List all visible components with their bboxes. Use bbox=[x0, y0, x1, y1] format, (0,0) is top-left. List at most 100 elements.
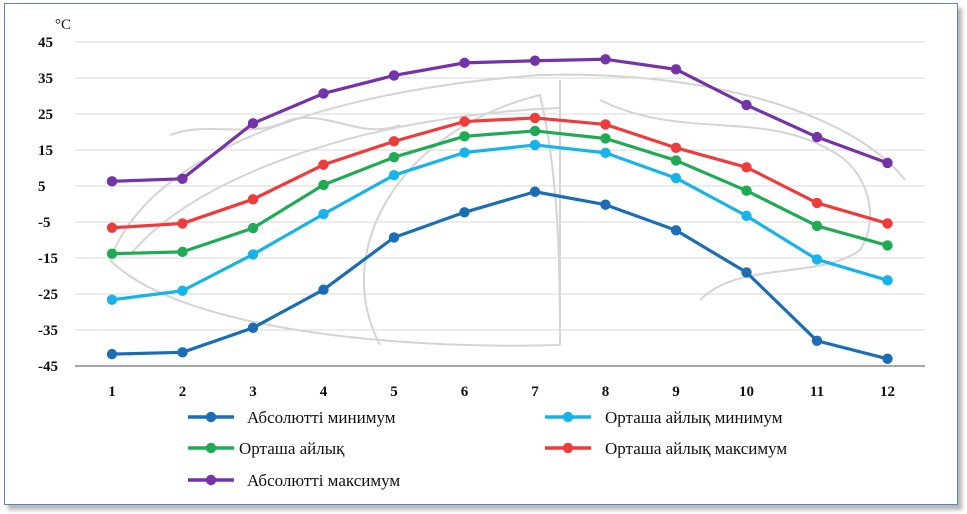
legend-swatch-marker bbox=[205, 442, 217, 454]
x-tick-label: 2 bbox=[179, 384, 187, 400]
gridlines bbox=[75, 41, 925, 367]
legend-label: Орташа айлық максимум bbox=[605, 439, 787, 458]
data-point bbox=[529, 55, 541, 66]
data-point bbox=[318, 208, 329, 220]
data-point bbox=[459, 147, 470, 158]
data-point bbox=[529, 125, 541, 137]
data-point bbox=[741, 210, 752, 222]
y-tick-label: 5 bbox=[38, 179, 46, 195]
data-point bbox=[388, 152, 400, 163]
x-tick-label: 5 bbox=[390, 384, 398, 400]
data-point bbox=[388, 70, 400, 81]
data-point bbox=[882, 275, 893, 286]
legend-label: Абсолютті минимум bbox=[247, 408, 396, 427]
legend-swatch-marker bbox=[562, 442, 574, 454]
data-point bbox=[106, 176, 118, 187]
legend-swatch-marker bbox=[205, 474, 217, 486]
y-tick-label: -25 bbox=[38, 287, 58, 303]
data-point bbox=[741, 99, 752, 111]
data-point bbox=[459, 116, 470, 127]
legend-swatch-marker bbox=[205, 411, 217, 423]
data-point bbox=[106, 248, 118, 259]
series-line bbox=[111, 129, 888, 256]
data-point bbox=[600, 54, 611, 65]
x-tick-label: 9 bbox=[672, 384, 680, 400]
data-point bbox=[811, 254, 823, 265]
series-4 bbox=[106, 112, 893, 233]
legend-label: Орташа айлық минимум bbox=[605, 408, 783, 427]
data-point bbox=[247, 194, 259, 205]
data-point bbox=[811, 220, 823, 232]
legend-item: Абсолютті максимум bbox=[188, 471, 400, 490]
series-line bbox=[111, 57, 889, 183]
data-point bbox=[318, 159, 329, 170]
x-tick-label: 10 bbox=[739, 384, 754, 400]
data-point bbox=[177, 218, 188, 229]
series-1 bbox=[106, 186, 893, 364]
legend-item: Орташа айлық bbox=[188, 439, 345, 458]
data-point bbox=[247, 249, 259, 260]
data-point bbox=[670, 142, 682, 154]
data-point bbox=[247, 118, 259, 129]
data-point bbox=[318, 88, 329, 99]
data-point bbox=[247, 222, 259, 234]
legend-label: Орташа айлық bbox=[239, 439, 345, 458]
x-tick-label: 6 bbox=[461, 384, 469, 400]
data-point bbox=[600, 119, 611, 130]
x-tick-label: 8 bbox=[602, 384, 610, 400]
chart-frame bbox=[4, 3, 958, 505]
data-point bbox=[600, 199, 611, 210]
data-point bbox=[388, 232, 400, 243]
data-point bbox=[247, 322, 259, 334]
series-3 bbox=[106, 125, 893, 259]
y-tick-label: 25 bbox=[38, 107, 53, 123]
data-point bbox=[670, 225, 682, 236]
y-axis-unit: °C bbox=[55, 17, 71, 33]
x-tick-label: 3 bbox=[249, 384, 257, 400]
y-tick-labels: 45 35 25 15 5 -5 -15 -25 -35 -45 bbox=[38, 35, 58, 375]
y-tick-label: -45 bbox=[38, 359, 58, 375]
data-point bbox=[670, 64, 682, 75]
data-point bbox=[177, 285, 188, 296]
data-point bbox=[177, 173, 188, 184]
series-line bbox=[111, 190, 888, 361]
data-point bbox=[811, 335, 823, 346]
x-tick-label: 11 bbox=[810, 384, 824, 400]
data-point bbox=[811, 197, 823, 209]
data-point bbox=[882, 240, 893, 251]
series-group bbox=[106, 54, 893, 364]
data-point bbox=[177, 347, 188, 358]
legend-swatch-marker bbox=[562, 411, 574, 423]
legend-item: Орташа айлық максимум bbox=[545, 439, 787, 458]
data-point bbox=[741, 162, 752, 173]
data-point bbox=[600, 147, 611, 159]
data-point bbox=[106, 348, 118, 360]
data-point bbox=[459, 207, 470, 218]
data-point bbox=[388, 136, 400, 147]
data-point bbox=[882, 353, 893, 364]
data-point bbox=[882, 218, 893, 229]
data-point bbox=[741, 267, 752, 278]
data-point bbox=[106, 222, 118, 233]
y-tick-label: 15 bbox=[38, 143, 53, 159]
series-5 bbox=[106, 54, 893, 187]
data-point bbox=[811, 131, 823, 143]
data-point bbox=[741, 185, 752, 196]
data-point bbox=[459, 131, 470, 142]
x-tick-label: 7 bbox=[531, 384, 539, 400]
series-line bbox=[111, 116, 888, 230]
y-tick-label: -5 bbox=[38, 215, 51, 231]
data-point bbox=[529, 139, 541, 151]
x-tick-label: 12 bbox=[880, 384, 895, 400]
x-tick-label: 4 bbox=[320, 384, 328, 400]
y-tick-label: -15 bbox=[38, 251, 58, 267]
legend-item: Орташа айлық минимум bbox=[545, 408, 783, 427]
data-point bbox=[388, 170, 400, 181]
x-tick-labels: 1 2 3 4 5 6 7 8 9 10 11 12 bbox=[108, 384, 895, 400]
data-point bbox=[882, 157, 893, 169]
data-point bbox=[529, 112, 541, 124]
legend-label: Абсолютті максимум bbox=[247, 471, 400, 490]
data-point bbox=[600, 133, 611, 144]
data-point bbox=[670, 155, 682, 166]
